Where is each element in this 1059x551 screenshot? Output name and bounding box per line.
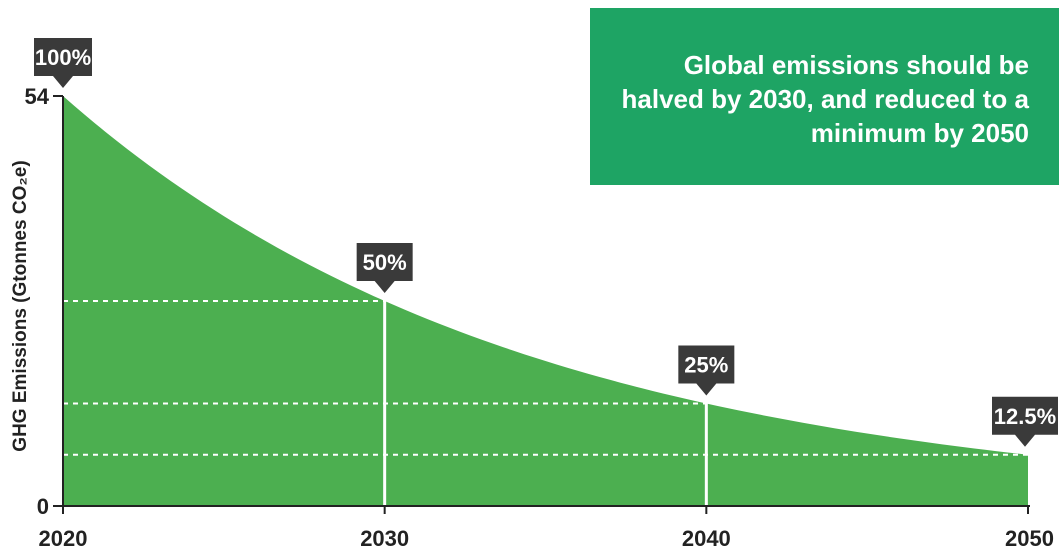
callout-box (678, 345, 735, 396)
callout-label: 100% (35, 45, 91, 70)
callout-box (356, 243, 413, 293)
x-tick-label: 2050 (1005, 526, 1054, 551)
x-tick-label: 2030 (360, 526, 409, 551)
callout-box (34, 38, 92, 88)
callout: 25% (678, 345, 735, 396)
callout-label: 50% (363, 250, 407, 275)
y-tick-label: 54 (25, 84, 50, 109)
y-axis-label: GHG Emissions (Gtonnes CO₂e) (10, 160, 31, 451)
callout-box (992, 396, 1058, 447)
callout: 100% (34, 38, 92, 88)
x-tick-label: 2040 (682, 526, 731, 551)
y-tick-label: 0 (37, 494, 49, 519)
callout-label: 25% (684, 353, 728, 378)
x-tick-label: 2020 (39, 526, 88, 551)
callout-label: 12.5% (994, 404, 1056, 429)
note-box: Global emissions should be halved by 203… (590, 8, 1059, 185)
callout: 50% (356, 243, 413, 293)
callout: 12.5% (992, 396, 1058, 447)
note-text: Global emissions should be halved by 203… (621, 50, 1029, 148)
